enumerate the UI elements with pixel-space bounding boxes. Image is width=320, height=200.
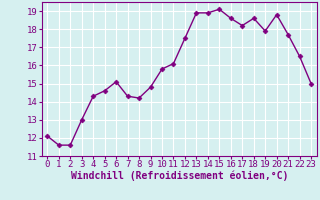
X-axis label: Windchill (Refroidissement éolien,°C): Windchill (Refroidissement éolien,°C) xyxy=(70,171,288,181)
